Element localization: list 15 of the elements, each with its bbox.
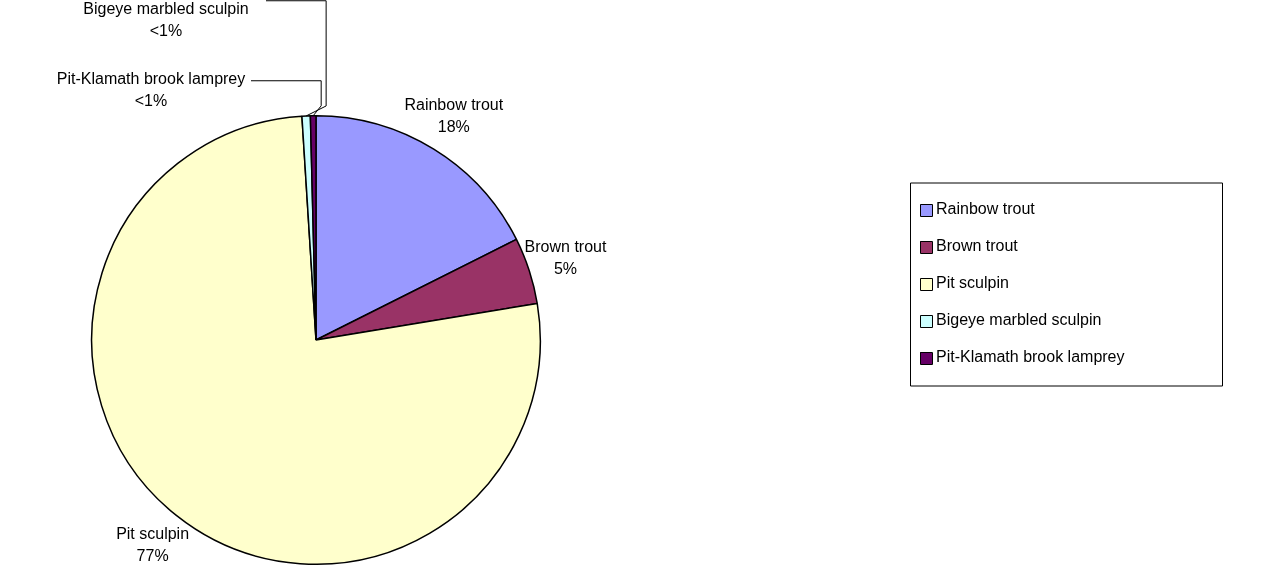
- slice-label: Pit-Klamath brook lamprey: [56, 70, 246, 88]
- slice-label: Bigeye marbled sculpin: [83, 0, 249, 18]
- slice-label: Brown trout: [524, 238, 607, 256]
- legend-label: Brown trout: [936, 237, 1019, 255]
- data-label: <1%: [134, 92, 168, 110]
- data-label: 18%: [437, 118, 470, 136]
- legend-label: Bigeye marbled sculpin: [936, 311, 1102, 329]
- slice-label: Pit sculpin: [116, 524, 190, 542]
- legend-label: Pit sculpin: [936, 274, 1009, 292]
- legend-label: Pit-Klamath brook lamprey: [936, 348, 1125, 366]
- data-label: <1%: [149, 22, 183, 40]
- data-label: 77%: [136, 546, 169, 564]
- legend-label: Rainbow trout: [936, 200, 1036, 218]
- data-label: 5%: [553, 260, 578, 278]
- slice-label: Rainbow trout: [404, 96, 504, 114]
